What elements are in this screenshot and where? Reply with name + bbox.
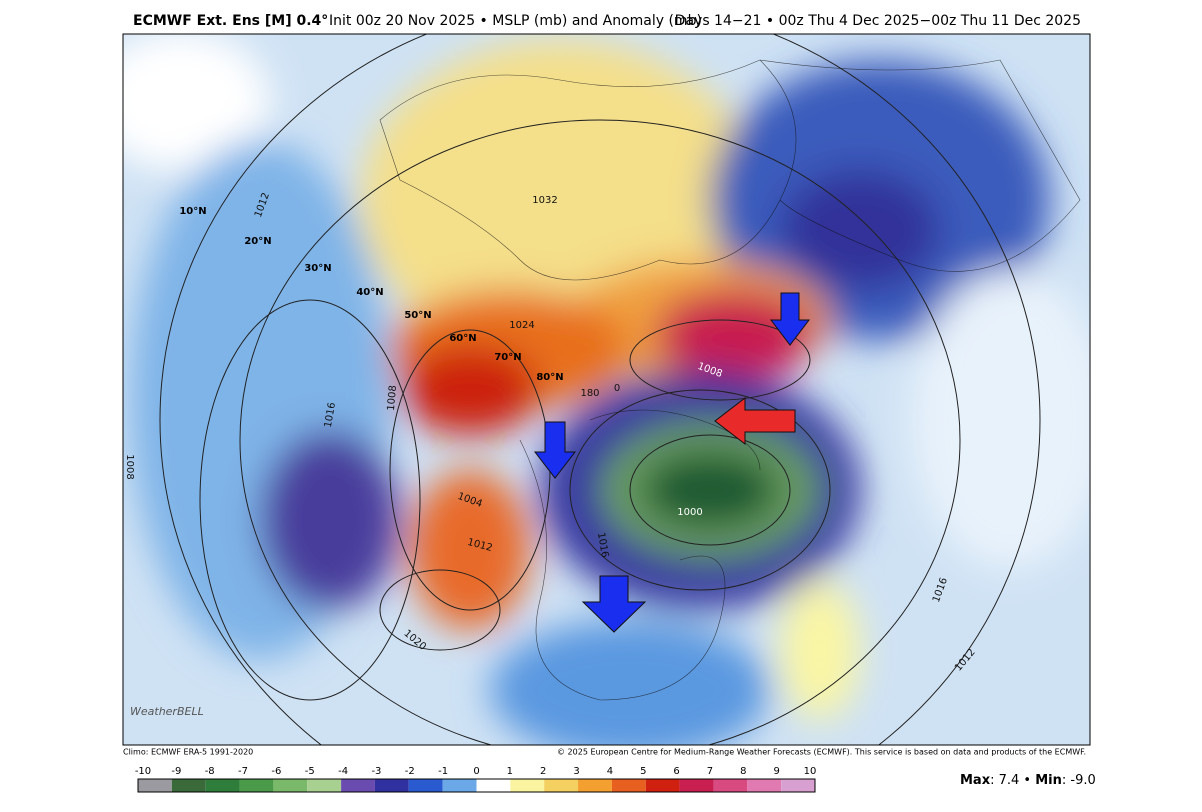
colorbar-tick-label: -4 — [338, 766, 348, 777]
colorbar-tick-label: -5 — [305, 766, 315, 777]
colorbar-segment — [307, 779, 342, 792]
colorbar-tick-label: -9 — [171, 766, 181, 777]
logo: WeatherBELL — [130, 705, 204, 718]
colorbar-tick-label: 8 — [740, 766, 746, 777]
colorbar-segment — [781, 779, 815, 792]
isobar-label: 1024 — [509, 320, 534, 331]
climo: Climo: ECMWF ERA-5 1991-2020 — [123, 748, 253, 757]
max-min: Max: 7.4 • Min: -9.0 — [960, 773, 1096, 788]
copyright: © 2025 European Centre for Medium-Range … — [557, 748, 1086, 757]
isobar-label: 0 — [614, 383, 620, 394]
colorbar-segment — [239, 779, 274, 792]
isobar-label: 1008 — [124, 454, 135, 479]
lat-label: 70°N — [494, 352, 521, 363]
colorbar-segment — [341, 779, 375, 792]
colorbar-tick-label: 0 — [473, 766, 479, 777]
colorbar-segment — [171, 779, 206, 792]
lat-label: 80°N — [536, 372, 563, 383]
colorbar-tick-label: -8 — [205, 766, 215, 777]
colorbar-tick-label: -10 — [135, 766, 151, 777]
min-value: : -9.0 — [1062, 773, 1096, 788]
isobar-label: 1016 — [595, 532, 610, 559]
colorbar-tick-label: -3 — [371, 766, 381, 777]
isobar-label: 1008 — [386, 385, 399, 411]
colorbar-segment — [510, 779, 545, 792]
colorbar-segment — [408, 779, 443, 792]
colorbar-frame — [137, 778, 816, 793]
model-title: ECMWF Ext. Ens [M] 0.4° — [133, 13, 328, 29]
colorbar-segment — [138, 779, 172, 792]
colorbar-tick-label: -2 — [405, 766, 415, 777]
colorbar-segment — [645, 779, 680, 792]
max-label: Max — [960, 773, 991, 788]
lat-label: 20°N — [244, 236, 271, 247]
colorbar-tick-label: 7 — [707, 766, 713, 777]
colorbar-segment — [374, 779, 409, 792]
colorbar-tick-label: 9 — [773, 766, 779, 777]
lat-label: 10°N — [179, 206, 206, 217]
colorbar-segment — [611, 779, 646, 792]
isobar-label: 1032 — [532, 195, 557, 206]
isobar-label: 180 — [580, 388, 599, 399]
colorbar-tick-label: 10 — [804, 766, 817, 777]
colorbar-segment — [679, 779, 714, 792]
max-value: : 7.4 • — [990, 773, 1035, 788]
colorbar-segment — [544, 779, 579, 792]
lat-label: 40°N — [356, 287, 383, 298]
colorbar-tick-label: -1 — [438, 766, 448, 777]
min-label: Min — [1035, 773, 1062, 788]
colorbar-tick-label: 6 — [673, 766, 679, 777]
colorbar-segment — [476, 779, 511, 792]
colorbar-segment — [747, 779, 782, 792]
colorbar-tick-label: 4 — [607, 766, 613, 777]
colorbar: -10 -9 -8 -7 -6 -5 -4 -3 -2 -1 0 1 2 3 4 5 6 7 8 9 10 — [135, 766, 817, 793]
colorbar-tick-label: -6 — [271, 766, 281, 777]
lat-label: 50°N — [404, 310, 431, 321]
colorbar-tick-label: 1 — [507, 766, 513, 777]
valid-title: Days 14−21 • 00z Thu 4 Dec 2025−00z Thu … — [675, 13, 1081, 29]
colorbar-segment — [273, 779, 308, 792]
colorbar-segment — [578, 779, 612, 792]
colorbar-tick-label: 3 — [573, 766, 579, 777]
isobar-label: 1016 — [323, 402, 338, 429]
colorbar-segment — [205, 779, 240, 792]
colorbar-segment — [442, 779, 477, 792]
colorbar-segment — [713, 779, 748, 792]
run-title: Init 00z 20 Nov 2025 • MSLP (mb) and Ano… — [329, 13, 702, 29]
arrows — [533, 292, 811, 633]
map: 10°N20°N30°N40°N50°N60°N70°N80°N10121016… — [123, 34, 1090, 745]
map-frame — [122, 33, 1091, 746]
lat-label: 60°N — [449, 333, 476, 344]
colorbar-tick-label: -7 — [238, 766, 248, 777]
isobar-label: 1000 — [677, 507, 702, 518]
lat-label: 30°N — [304, 263, 331, 274]
colorbar-tick-label: 2 — [540, 766, 546, 777]
colorbar-tick-label: 5 — [640, 766, 646, 777]
